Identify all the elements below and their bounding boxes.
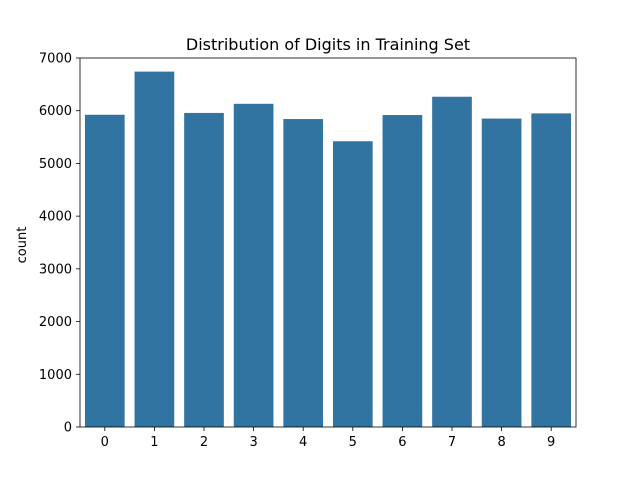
bar-7 xyxy=(432,96,472,428)
y-axis-label: count xyxy=(15,227,30,264)
y-tick-label: 6000 xyxy=(39,104,72,119)
x-tick-label: 7 xyxy=(448,435,456,450)
chart-title: Distribution of Digits in Training Set xyxy=(186,35,470,54)
y-ticks-group: 0 1000 2000 3000 4000 5000 6000 7000 xyxy=(39,52,80,436)
y-tick-label: 5000 xyxy=(39,157,72,172)
x-tick-label: 0 xyxy=(101,435,109,450)
bar-4 xyxy=(283,119,324,427)
x-ticks-group: 0 1 2 3 4 5 6 7 8 9 xyxy=(101,427,555,450)
x-tick-label: 6 xyxy=(398,435,406,450)
y-tick-label: 7000 xyxy=(39,52,72,67)
bar-3 xyxy=(233,103,274,427)
y-tick-label: 1000 xyxy=(39,368,72,383)
y-tick-label: 3000 xyxy=(39,262,72,277)
y-tick-label: 2000 xyxy=(39,315,72,330)
bar-9 xyxy=(531,113,572,428)
x-tick-label: 8 xyxy=(497,435,505,450)
bar-5 xyxy=(332,141,373,428)
bar-1 xyxy=(134,71,175,428)
x-tick-label: 9 xyxy=(547,435,555,450)
bar-0 xyxy=(84,114,125,427)
x-tick-label: 4 xyxy=(299,435,307,450)
bar-2 xyxy=(184,112,224,427)
bar-8 xyxy=(481,118,522,427)
x-tick-label: 5 xyxy=(349,435,357,450)
y-tick-label: 0 xyxy=(64,421,72,436)
bar-6 xyxy=(382,115,423,427)
bars-group xyxy=(84,71,572,428)
x-tick-label: 2 xyxy=(200,435,208,450)
plot-frame xyxy=(79,57,577,428)
x-tick-label: 3 xyxy=(249,435,257,450)
y-tick-label: 4000 xyxy=(39,210,72,225)
x-tick-label: 1 xyxy=(150,435,158,450)
